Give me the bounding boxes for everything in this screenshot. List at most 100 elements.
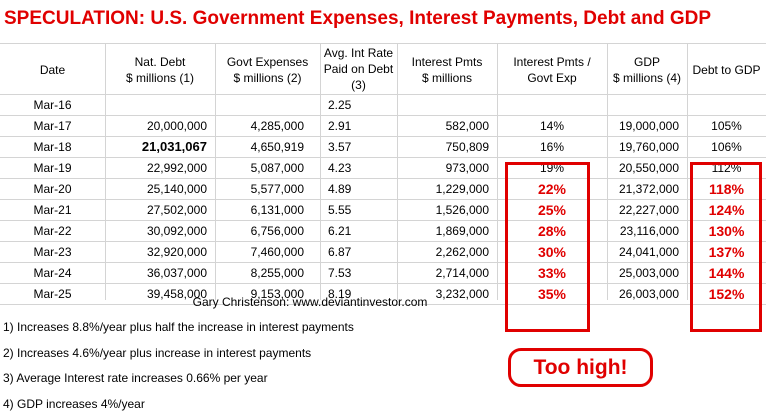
cell-dtg (687, 95, 766, 115)
cell-dtg: 130% (708, 223, 745, 239)
column-divider (497, 43, 498, 300)
cell-date: Mar-23 (33, 245, 72, 259)
footnote: 1) Increases 8.8%/year plus half the inc… (3, 320, 354, 334)
header-line: Interest Pmts (411, 55, 483, 69)
cell-exp: 4,285,000 (250, 119, 304, 133)
row-divider (0, 43, 766, 44)
column-divider (687, 43, 688, 300)
row-divider (0, 241, 766, 242)
cell-debt (105, 95, 207, 115)
header-line: Date (39, 63, 66, 77)
header-line: Govt Expenses (226, 55, 309, 69)
cell-date: Mar-17 (33, 119, 72, 133)
cell-debt: 39,458,000 (146, 287, 207, 301)
credit-line: Gary Christenson: www.deviantinvestor.co… (192, 295, 428, 309)
row-divider (0, 157, 766, 158)
column-header-rate: Avg. Int Rate Paid on Debt (3) (320, 45, 397, 93)
cell-debt: 25,140,000 (146, 182, 207, 196)
cell-exp: 7,460,000 (250, 245, 304, 259)
cell-debt: 36,037,000 (146, 266, 207, 280)
cell-ratio (497, 95, 607, 115)
cell-int: 1,869,000 (435, 224, 489, 238)
cell-int: 1,229,000 (435, 182, 489, 196)
header-line: Interest Pmts / (513, 55, 591, 69)
header-line: (3) (351, 78, 366, 92)
footnote: 4) GDP increases 4%/year (3, 397, 145, 411)
cell-int: 1,526,000 (435, 203, 489, 217)
column-header-dtg: Debt to GDP (687, 62, 766, 78)
cell-ratio: 25% (537, 202, 567, 218)
cell-gdp: 24,041,000 (618, 245, 679, 259)
cell-exp: 8,255,000 (250, 266, 304, 280)
cell-int: 3,232,000 (435, 287, 489, 301)
cell-int: 2,714,000 (435, 266, 489, 280)
cell-exp: 9,153,000 (250, 287, 304, 301)
cell-ratio: 28% (537, 223, 567, 239)
header-line: GDP (633, 55, 660, 69)
column-header-date: Date (0, 62, 105, 78)
cell-dtg: 106% (711, 140, 742, 154)
cell-date: Mar-19 (33, 161, 72, 175)
column-divider (105, 43, 106, 300)
column-header-int: Interest Pmts $ millions (397, 54, 497, 86)
row-divider (0, 178, 766, 179)
cell-gdp: 20,550,000 (618, 161, 679, 175)
cell-gdp: 21,372,000 (618, 182, 679, 196)
cell-gdp: 19,760,000 (618, 140, 679, 154)
header-line: Debt to GDP (692, 63, 761, 77)
cell-dtg: 105% (711, 119, 742, 133)
header-line: $ millions (421, 71, 472, 85)
column-header-ratio: Interest Pmts / Govt Exp (497, 54, 607, 86)
column-divider (320, 43, 321, 300)
row-divider (0, 283, 766, 284)
header-line: Nat. Debt (134, 55, 186, 69)
row-divider (0, 262, 766, 263)
row-divider (0, 115, 766, 116)
cell-gdp: 23,116,000 (619, 224, 679, 238)
cell-ratio: 30% (537, 244, 567, 260)
cell-gdp: 25,003,000 (618, 266, 679, 280)
cell-date: Mar-21 (33, 203, 72, 217)
cell-int: 582,000 (445, 119, 489, 133)
cell-exp: 6,131,000 (250, 203, 304, 217)
cell-gdp (607, 95, 679, 115)
cell-rate: 4.89 (328, 182, 352, 196)
column-header-debt: Nat. Debt $ millions (1) (105, 54, 215, 86)
cell-date: Mar-24 (33, 266, 72, 280)
page-title: SPECULATION: U.S. Government Expenses, I… (4, 8, 712, 29)
cell-rate: 8.19 (328, 287, 352, 301)
column-divider (397, 43, 398, 300)
cell-rate: 2.91 (328, 119, 352, 133)
cell-debt: 30,092,000 (146, 224, 207, 238)
header-line: $ millions (4) (612, 71, 681, 85)
cell-gdp: 19,000,000 (618, 119, 679, 133)
cell-rate: 2.25 (328, 98, 352, 112)
row-divider (0, 136, 766, 137)
debt-to-gdp-highlight-box (690, 162, 762, 332)
footnote: 3) Average Interest rate increases 0.66%… (3, 371, 268, 385)
cell-int: 2,262,000 (435, 245, 489, 259)
header-line: Paid on Debt (323, 62, 394, 76)
cell-exp: 4,650,919 (250, 140, 304, 154)
cell-ratio: 22% (537, 181, 567, 197)
column-divider (607, 43, 608, 300)
cell-dtg: 118% (708, 181, 745, 197)
cell-rate: 5.55 (328, 203, 352, 217)
too-high-callout: Too high! (508, 348, 653, 387)
cell-exp (215, 95, 304, 115)
cell-rate: 3.57 (328, 140, 352, 154)
cell-date: Mar-25 (33, 287, 72, 301)
cell-debt: 20,000,000 (146, 119, 207, 133)
cell-rate: 4.23 (328, 161, 352, 175)
header-line: $ millions (1) (125, 71, 194, 85)
column-divider (215, 43, 216, 300)
cell-exp: 5,577,000 (250, 182, 304, 196)
cell-rate: 6.87 (328, 245, 352, 259)
cell-debt: 22,992,000 (146, 161, 207, 175)
row-divider (0, 94, 766, 95)
cell-date: Mar-22 (33, 224, 72, 238)
header-line: Govt Exp (527, 71, 577, 85)
cell-debt: 32,920,000 (146, 245, 207, 259)
cell-gdp: 22,227,000 (618, 203, 679, 217)
